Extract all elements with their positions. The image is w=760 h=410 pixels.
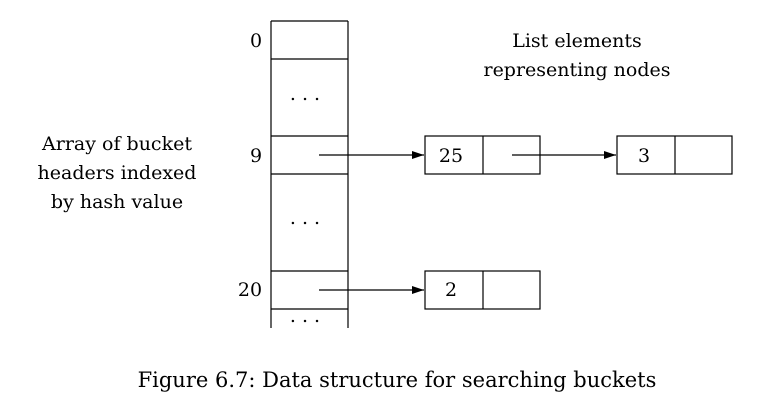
array-label-line: by hash value — [51, 191, 183, 213]
list-node: 2 — [424, 270, 541, 310]
node-value: 25 — [439, 145, 463, 167]
array-label: Array of bucket headers indexed by hash … — [38, 133, 197, 213]
bucket-index-20: 20 — [238, 279, 262, 301]
bucket-array: 0 9 20 . . . . . . . . . — [238, 20, 349, 328]
figure-caption: Figure 6.7: Data structure for searching… — [138, 368, 657, 392]
bucket-ellipsis: . . . — [290, 83, 320, 105]
node-value: 2 — [445, 279, 457, 301]
array-label-line: headers indexed — [38, 162, 197, 184]
node-value: 3 — [638, 145, 650, 167]
list-label-line: representing nodes — [483, 59, 670, 81]
list-label: List elements representing nodes — [483, 30, 670, 81]
bucket-ellipsis: . . . — [290, 305, 320, 327]
bucket-ellipsis: . . . — [290, 207, 320, 229]
list-label-line: List elements — [512, 30, 642, 52]
list-node: 3 — [616, 135, 733, 175]
array-label-line: Array of bucket — [41, 133, 192, 155]
bucket-index-0: 0 — [250, 30, 262, 52]
bucket-index-9: 9 — [250, 145, 262, 167]
